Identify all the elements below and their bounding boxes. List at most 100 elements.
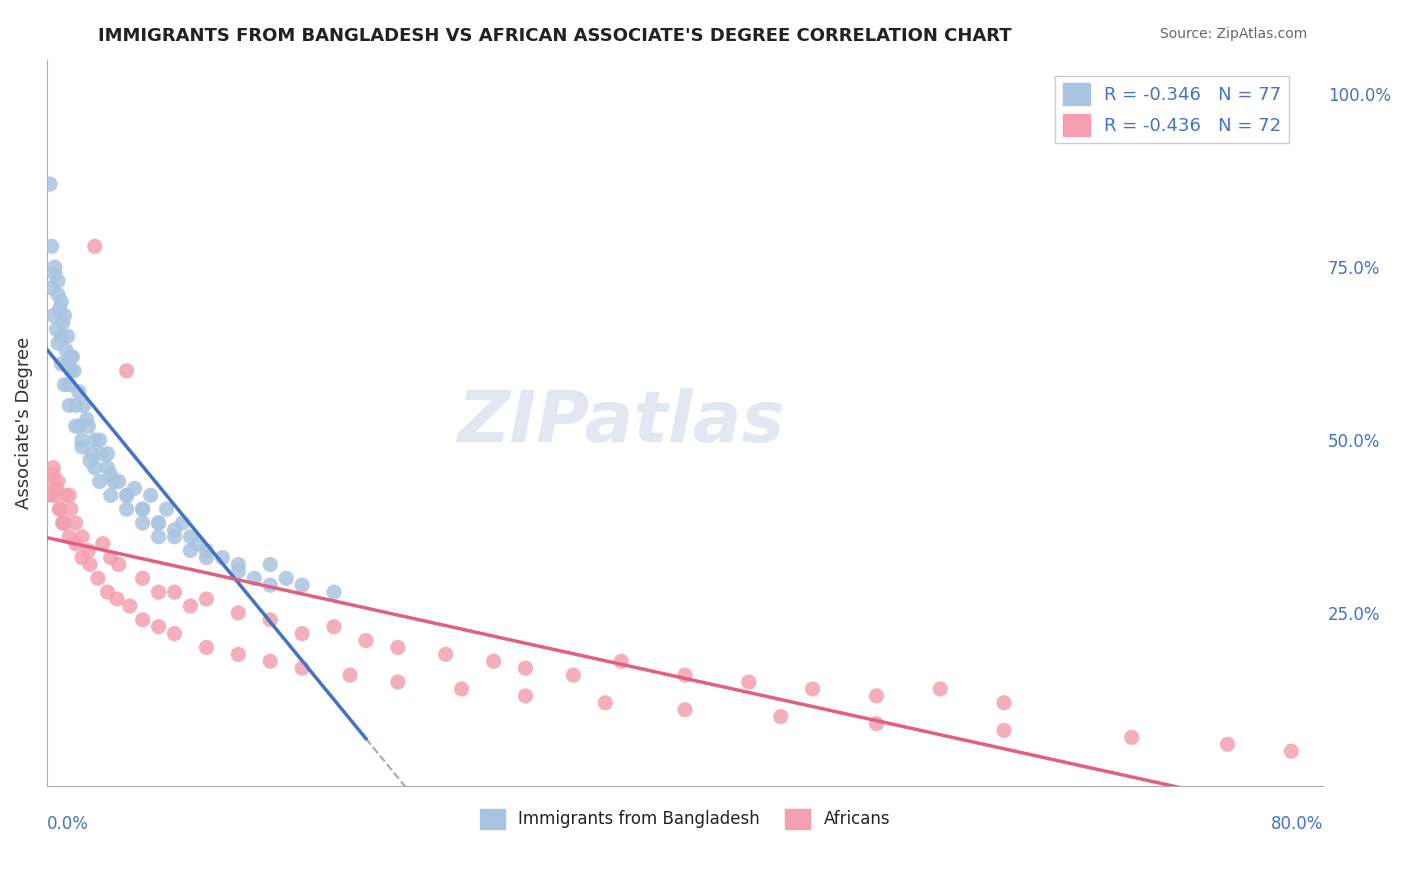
Point xyxy=(72,398,94,412)
Point xyxy=(929,681,952,696)
Point xyxy=(42,309,65,323)
Point xyxy=(67,419,90,434)
Point xyxy=(131,571,153,585)
Point xyxy=(179,530,201,544)
Point xyxy=(83,239,105,253)
Point xyxy=(79,558,101,572)
Point xyxy=(195,592,218,607)
Point xyxy=(42,467,65,482)
Point xyxy=(44,488,66,502)
Point xyxy=(323,620,346,634)
Point xyxy=(62,350,84,364)
Point xyxy=(211,550,233,565)
Point xyxy=(291,578,314,592)
Point xyxy=(87,571,110,585)
Point xyxy=(179,599,201,613)
Point xyxy=(65,398,87,412)
Point xyxy=(44,260,66,274)
Point xyxy=(67,384,90,399)
Point xyxy=(673,668,696,682)
Point xyxy=(115,502,138,516)
Point xyxy=(195,543,218,558)
Point xyxy=(89,475,111,489)
Point xyxy=(769,709,792,723)
Point xyxy=(59,350,82,364)
Point xyxy=(53,377,76,392)
Point xyxy=(131,502,153,516)
Point xyxy=(228,558,250,572)
Point xyxy=(124,482,146,496)
Point xyxy=(131,516,153,530)
Point xyxy=(79,454,101,468)
Point xyxy=(148,516,170,530)
Point xyxy=(70,440,93,454)
Point xyxy=(58,488,80,502)
Legend: Immigrants from Bangladesh, Africans: Immigrants from Bangladesh, Africans xyxy=(474,802,897,836)
Point xyxy=(387,675,409,690)
Point xyxy=(58,377,80,392)
Point xyxy=(195,640,218,655)
Point xyxy=(801,681,824,696)
Point xyxy=(51,294,73,309)
Point xyxy=(228,606,250,620)
Point xyxy=(59,502,82,516)
Point xyxy=(172,516,194,530)
Point xyxy=(163,626,186,640)
Point xyxy=(276,571,298,585)
Point xyxy=(1121,731,1143,745)
Point xyxy=(515,689,537,703)
Point xyxy=(118,599,141,613)
Point xyxy=(259,578,281,592)
Point xyxy=(41,475,63,489)
Point xyxy=(1216,737,1239,751)
Point xyxy=(39,177,62,191)
Point xyxy=(148,620,170,634)
Point xyxy=(323,585,346,599)
Point xyxy=(83,433,105,447)
Point xyxy=(148,585,170,599)
Point xyxy=(100,467,122,482)
Point xyxy=(96,447,118,461)
Point xyxy=(228,565,250,579)
Point xyxy=(41,281,63,295)
Point xyxy=(593,696,616,710)
Point xyxy=(65,537,87,551)
Point xyxy=(610,654,633,668)
Point xyxy=(148,516,170,530)
Point xyxy=(100,550,122,565)
Point xyxy=(70,530,93,544)
Point xyxy=(163,585,186,599)
Point xyxy=(41,239,63,253)
Point xyxy=(76,412,98,426)
Point xyxy=(243,571,266,585)
Point xyxy=(103,475,125,489)
Point xyxy=(48,502,70,516)
Point xyxy=(53,309,76,323)
Point xyxy=(155,502,177,516)
Point xyxy=(100,488,122,502)
Point xyxy=(115,488,138,502)
Point xyxy=(52,516,75,530)
Point xyxy=(115,364,138,378)
Point xyxy=(55,343,77,357)
Point xyxy=(163,523,186,537)
Point xyxy=(131,613,153,627)
Point xyxy=(58,530,80,544)
Point xyxy=(387,640,409,655)
Point xyxy=(48,502,70,516)
Point xyxy=(291,626,314,640)
Point xyxy=(339,668,361,682)
Point xyxy=(45,482,67,496)
Point xyxy=(865,716,887,731)
Point xyxy=(70,550,93,565)
Point xyxy=(259,558,281,572)
Point xyxy=(46,475,69,489)
Text: 0.0%: 0.0% xyxy=(46,814,89,833)
Point xyxy=(865,689,887,703)
Point xyxy=(89,433,111,447)
Point xyxy=(131,502,153,516)
Point xyxy=(46,336,69,351)
Point xyxy=(52,516,75,530)
Point xyxy=(107,558,129,572)
Point xyxy=(673,703,696,717)
